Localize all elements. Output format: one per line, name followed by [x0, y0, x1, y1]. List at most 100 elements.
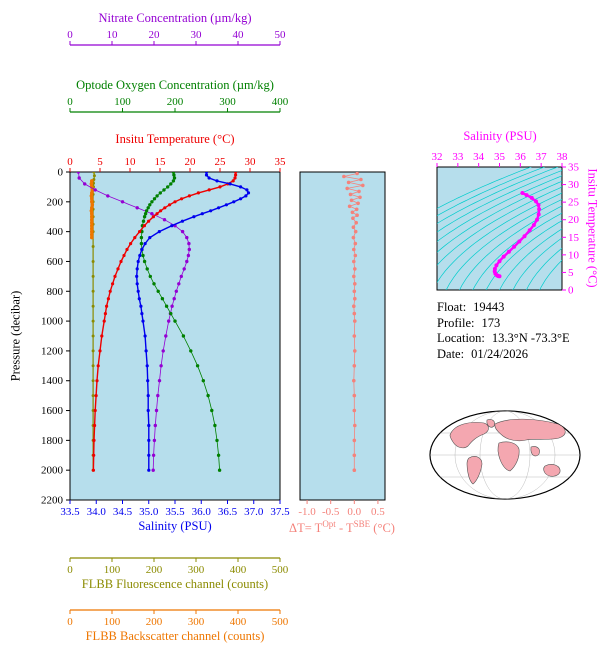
svg-text:0.5: 0.5 [371, 506, 385, 518]
svg-text:35.5: 35.5 [165, 506, 185, 518]
svg-text:30: 30 [245, 156, 257, 168]
svg-text:25: 25 [215, 156, 227, 168]
axis-salinity: 33.5 34.0 34.5 35.0 35.5 36.0 36.5 37.0 37.5 [60, 500, 290, 518]
svg-text:36: 36 [515, 151, 527, 163]
svg-text:36.0: 36.0 [192, 506, 212, 518]
svg-text:38: 38 [557, 151, 569, 163]
location-value: 13.3°N -73.3°E [491, 331, 570, 345]
series-backscatter [89, 179, 95, 240]
delta-t-plot-area [299, 171, 386, 501]
delta-t-title-part: - T [335, 521, 354, 536]
svg-text:0: 0 [67, 96, 73, 108]
delta-t-axis-title: ΔT= TOpt - TSBE (°C) [289, 519, 395, 536]
landmass-greenland [486, 419, 495, 428]
series-delta-t [342, 172, 365, 473]
svg-text:20: 20 [185, 156, 197, 168]
svg-text:10: 10 [568, 249, 580, 261]
svg-text:37: 37 [536, 151, 548, 163]
svg-text:35: 35 [568, 162, 580, 174]
svg-text:1600: 1600 [41, 405, 64, 417]
profile-value: 173 [481, 315, 501, 330]
pressure-axis: 0 200 400 600 800 1000 1200 1400 1600 1800 2000 220… [41, 167, 70, 507]
world-map [429, 410, 581, 500]
float-value: 19443 [473, 300, 505, 314]
svg-text:600: 600 [47, 256, 64, 268]
axis-oxygen: 0 100 200 300 400 [67, 96, 289, 113]
series-salinity [135, 172, 251, 472]
svg-text:20: 20 [568, 214, 580, 226]
axis-temperature: 0 5 10 15 20 25 30 35 [67, 156, 286, 172]
nitrate-axis-title: Nitrate Concentration (µm/kg) [98, 11, 252, 25]
delta-t-sup-opt: Opt [322, 519, 336, 529]
delta-t-title-part: ΔT= T [289, 521, 323, 536]
axis-nitrate: 0 10 20 30 40 50 [67, 29, 287, 46]
svg-text:37.0: 37.0 [244, 506, 264, 518]
float-info-block: Float: 19443 Profile: 173 Location: 13.3°N … [437, 300, 570, 362]
landmass-eurasia [494, 418, 566, 442]
svg-text:30: 30 [191, 29, 203, 41]
svg-text:400: 400 [47, 226, 64, 238]
ts-salinity-axis-title: Salinity (PSU) [463, 129, 537, 143]
pressure-axis-title: Pressure (decibar) [8, 290, 23, 382]
svg-text:2200: 2200 [41, 495, 64, 507]
svg-text:200: 200 [146, 564, 163, 576]
fluorescence-axis-title: FLBB Fluorescence channel (counts) [81, 577, 269, 591]
svg-text:34.0: 34.0 [87, 506, 107, 518]
landmass-south-america [466, 456, 483, 485]
backscatter-axis-title: FLBB Backscatter channel (counts) [85, 629, 265, 643]
svg-text:1200: 1200 [41, 345, 64, 357]
svg-text:35: 35 [494, 151, 506, 163]
oxygen-axis-title: Optode Oxygen Concentration (µm/kg) [76, 78, 274, 92]
landmass-australia [543, 464, 561, 477]
svg-text:37.5: 37.5 [270, 506, 290, 518]
svg-text:10: 10 [125, 156, 137, 168]
svg-text:1800: 1800 [41, 435, 64, 447]
svg-text:1000: 1000 [41, 316, 64, 328]
svg-text:300: 300 [188, 616, 205, 628]
svg-text:36.5: 36.5 [218, 506, 238, 518]
date-value: 01/24/2026 [471, 346, 529, 361]
svg-text:15: 15 [155, 156, 167, 168]
map-landmasses [449, 418, 566, 485]
svg-text:400: 400 [272, 96, 289, 108]
svg-text:33: 33 [452, 151, 464, 163]
svg-text:100: 100 [104, 616, 121, 628]
delta-t-axis: -1.0 -0.5 0.0 0.5 [298, 500, 385, 518]
series-nitrate [76, 172, 191, 472]
landmass-southeast-asia [530, 446, 540, 457]
density-contours [437, 167, 562, 290]
svg-text:500: 500 [272, 564, 289, 576]
svg-text:15: 15 [568, 232, 580, 244]
svg-text:5: 5 [568, 267, 574, 279]
svg-text:1400: 1400 [41, 375, 64, 387]
axis-backscatter: 0 100 200 300 400 500 [67, 609, 289, 628]
salinity-axis-title: Salinity (PSU) [138, 519, 212, 533]
landmass-africa [497, 441, 520, 472]
ts-temperature-axis-title: Insitu Temperature (°C) [585, 168, 600, 288]
svg-text:50: 50 [275, 29, 287, 41]
float-label: Float: [437, 300, 467, 314]
svg-text:2000: 2000 [41, 465, 64, 477]
location-label: Location: [437, 331, 485, 345]
svg-text:200: 200 [47, 196, 64, 208]
svg-text:300: 300 [219, 96, 236, 108]
svg-text:300: 300 [188, 564, 205, 576]
axis-fluorescence: 0 100 200 300 400 500 [67, 557, 289, 576]
series-ts-curve [492, 191, 542, 279]
series-temperature [91, 172, 238, 472]
landmass-north-america [449, 422, 489, 449]
svg-text:34.5: 34.5 [113, 506, 133, 518]
svg-text:0: 0 [568, 285, 574, 297]
location-line: Location: 13.3°N -73.3°E [437, 331, 570, 347]
svg-text:100: 100 [104, 564, 121, 576]
date-label: Date: [437, 346, 465, 361]
svg-text:0.0: 0.0 [347, 506, 361, 518]
profile-line: Profile: 173 [437, 316, 570, 332]
svg-text:-1.0: -1.0 [298, 506, 316, 518]
delta-t-title-part: (°C) [370, 521, 395, 536]
svg-text:400: 400 [230, 616, 247, 628]
date-line: Date: 01/24/2026 [437, 347, 570, 363]
temperature-axis-title: Insitu Temperature (°C) [115, 132, 235, 146]
